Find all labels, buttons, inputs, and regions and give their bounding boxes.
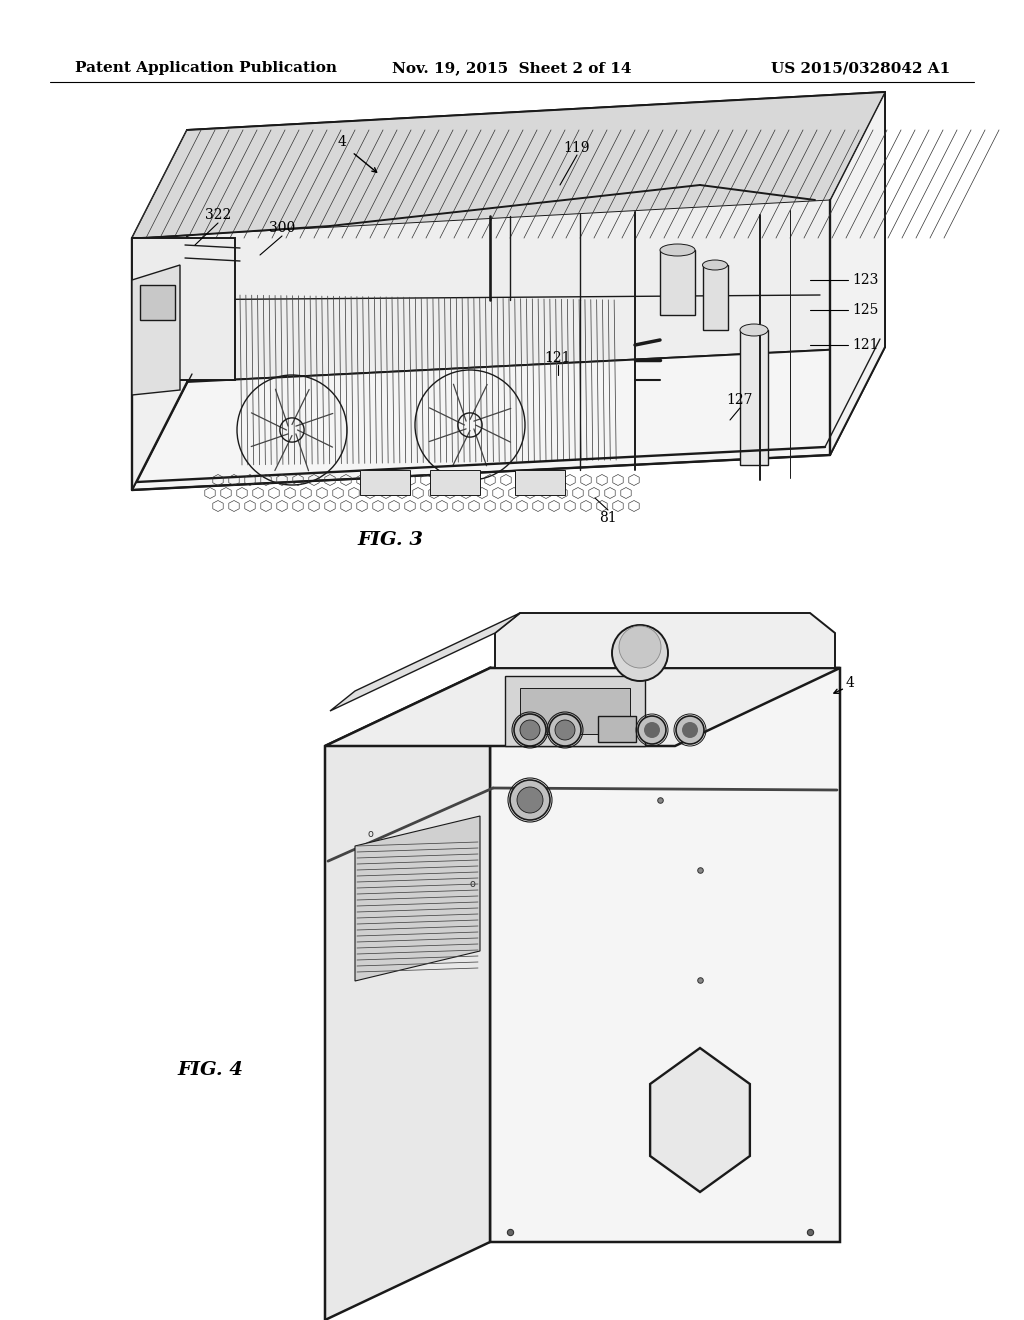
Circle shape bbox=[514, 714, 546, 746]
Polygon shape bbox=[132, 129, 187, 490]
Circle shape bbox=[555, 719, 575, 741]
Polygon shape bbox=[515, 470, 565, 495]
Text: o: o bbox=[469, 879, 475, 888]
Polygon shape bbox=[495, 612, 835, 668]
Polygon shape bbox=[430, 470, 480, 495]
Text: 127: 127 bbox=[727, 393, 754, 407]
Text: US 2015/0328042 A1: US 2015/0328042 A1 bbox=[771, 61, 950, 75]
Text: FIG. 4: FIG. 4 bbox=[177, 1061, 243, 1078]
Polygon shape bbox=[325, 668, 490, 1320]
Polygon shape bbox=[598, 715, 636, 742]
Polygon shape bbox=[660, 249, 695, 315]
Polygon shape bbox=[140, 285, 175, 319]
Polygon shape bbox=[360, 470, 410, 495]
Polygon shape bbox=[132, 265, 180, 395]
Circle shape bbox=[520, 719, 540, 741]
Text: FIG. 3: FIG. 3 bbox=[357, 531, 423, 549]
Circle shape bbox=[612, 624, 668, 681]
Polygon shape bbox=[132, 347, 885, 490]
Circle shape bbox=[638, 715, 666, 744]
Circle shape bbox=[682, 722, 698, 738]
Circle shape bbox=[644, 722, 660, 738]
Polygon shape bbox=[650, 1048, 750, 1192]
Polygon shape bbox=[740, 330, 768, 465]
Polygon shape bbox=[187, 92, 885, 381]
Ellipse shape bbox=[702, 260, 727, 271]
Polygon shape bbox=[325, 668, 840, 746]
Circle shape bbox=[517, 787, 543, 813]
Text: 121: 121 bbox=[545, 351, 571, 366]
Ellipse shape bbox=[660, 244, 695, 256]
Polygon shape bbox=[505, 676, 645, 746]
Text: Nov. 19, 2015  Sheet 2 of 14: Nov. 19, 2015 Sheet 2 of 14 bbox=[392, 61, 632, 75]
Text: 322: 322 bbox=[205, 209, 231, 222]
Text: Patent Application Publication: Patent Application Publication bbox=[75, 61, 337, 75]
Circle shape bbox=[676, 715, 705, 744]
Text: 4: 4 bbox=[846, 676, 854, 690]
Circle shape bbox=[510, 780, 550, 820]
Text: 119: 119 bbox=[564, 141, 590, 154]
Polygon shape bbox=[132, 92, 885, 238]
Polygon shape bbox=[330, 612, 520, 711]
Text: 300: 300 bbox=[269, 220, 295, 235]
Polygon shape bbox=[490, 668, 840, 1242]
Text: 123: 123 bbox=[852, 273, 879, 286]
Circle shape bbox=[549, 714, 581, 746]
Text: 121: 121 bbox=[852, 338, 879, 352]
Circle shape bbox=[618, 626, 662, 668]
Text: o: o bbox=[367, 829, 373, 840]
Polygon shape bbox=[520, 688, 630, 734]
Text: 125: 125 bbox=[852, 304, 879, 317]
Polygon shape bbox=[703, 265, 728, 330]
Polygon shape bbox=[132, 238, 234, 380]
Ellipse shape bbox=[740, 323, 768, 337]
Text: 4: 4 bbox=[338, 135, 346, 149]
Polygon shape bbox=[355, 816, 480, 981]
Text: 81: 81 bbox=[599, 511, 616, 525]
Polygon shape bbox=[830, 92, 885, 455]
